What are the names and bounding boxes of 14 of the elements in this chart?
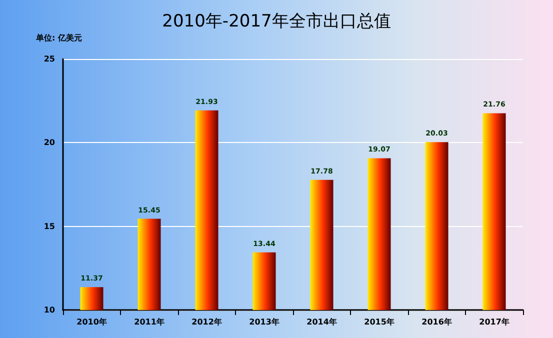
text: 单位: 亿美元: [35, 32, 82, 42]
x-tick-label: 2015年: [364, 318, 394, 326]
x-tick-label: 2011年: [134, 318, 164, 326]
x-tick-label: 2010年: [76, 318, 107, 326]
y-tick-label: 15: [44, 222, 56, 231]
x-tick-label: 2012年: [192, 318, 222, 326]
x-tick-label: 2014年: [306, 318, 337, 326]
y-tick-label: 25: [44, 54, 56, 64]
chart-title: 2010年-2017年全市出口总值: [162, 12, 391, 32]
y-tick-label: 10: [44, 306, 56, 314]
x-tick-label: 2016年: [422, 318, 452, 326]
x-tick-label: 2017年: [479, 318, 510, 326]
y-tick-label: 20: [44, 138, 56, 148]
x-tick-label: 2013年: [249, 318, 280, 326]
